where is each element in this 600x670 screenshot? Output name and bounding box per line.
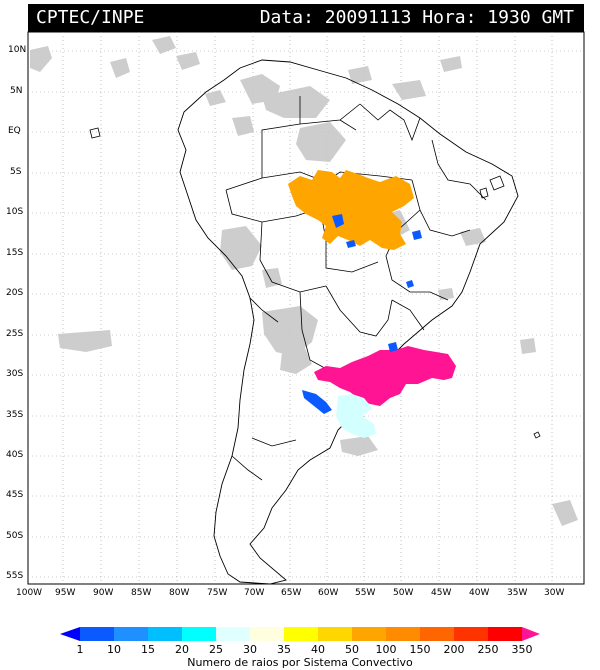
- lon-label: 55W: [355, 588, 376, 598]
- map-header: CPTEC/INPE Data: 20091113 Hora: 1930 GMT: [28, 4, 584, 32]
- map-frame: [27, 31, 585, 585]
- legend-swatch: [454, 627, 488, 641]
- lon-label: 70W: [244, 588, 265, 598]
- date-label: Data: 20091113: [259, 7, 412, 28]
- lat-label: 50S: [6, 531, 24, 541]
- lon-label: 30W: [544, 588, 565, 598]
- legend-tick: 150: [409, 643, 431, 656]
- lat-label: 30S: [6, 369, 24, 379]
- lat-label: 20S: [6, 288, 24, 298]
- blue-convective-systems: [302, 214, 422, 414]
- lat-label: 5S: [10, 167, 22, 177]
- lat-label: 55S: [6, 571, 24, 581]
- legend-swatch: [352, 627, 386, 641]
- legend-swatch: [284, 627, 318, 641]
- legend-tick: 40: [311, 643, 325, 656]
- legend-title: Numero de raios por Sistema Convectivo: [187, 656, 413, 669]
- lat-label: 5N: [10, 86, 23, 96]
- legend-arrow-left: [60, 627, 80, 641]
- lon-label: 45W: [431, 588, 452, 598]
- legend-swatch: [488, 627, 522, 641]
- lon-label: 90W: [93, 588, 114, 598]
- legend-swatch: [80, 627, 114, 641]
- pink-convective-system: [314, 346, 456, 406]
- legend-tick: 250: [477, 643, 499, 656]
- lat-label: 45S: [6, 490, 24, 500]
- south-america-outline: [177, 59, 519, 585]
- lat-label: 10S: [6, 207, 24, 217]
- legend-swatch: [114, 627, 148, 641]
- legend-swatch: [318, 627, 352, 641]
- cyan-convective-system: [336, 394, 376, 438]
- lat-label: 15S: [6, 248, 24, 258]
- lon-label: 65W: [281, 588, 302, 598]
- legend-swatch: [148, 627, 182, 641]
- lat-label: 40S: [6, 450, 24, 460]
- legend-tick: 350: [511, 643, 533, 656]
- datetime-label: Data: 20091113 Hora: 1930 GMT: [260, 4, 574, 32]
- legend-tick: 25: [209, 643, 223, 656]
- legend-tick: 35: [277, 643, 291, 656]
- legend-tick: 20: [175, 643, 189, 656]
- legend-tick: 100: [375, 643, 397, 656]
- lon-label: 35W: [507, 588, 528, 598]
- legend-tick: 30: [243, 643, 257, 656]
- lat-label: 35S: [6, 410, 24, 420]
- legend-swatch: [182, 627, 216, 641]
- time-label: Hora: 1930 GMT: [422, 7, 574, 28]
- lon-label: 60W: [318, 588, 339, 598]
- legend-arrow-right: [522, 627, 540, 641]
- lon-label: 75W: [207, 588, 228, 598]
- orange-convective-system: [288, 170, 414, 250]
- legend-swatch: [420, 627, 454, 641]
- lon-label: 40W: [469, 588, 490, 598]
- lon-label: 85W: [131, 588, 152, 598]
- legend-tick: 15: [141, 643, 155, 656]
- legend-swatch: [250, 627, 284, 641]
- legend-tick: 200: [443, 643, 465, 656]
- legend-tick: 50: [345, 643, 359, 656]
- grid-lines: [28, 32, 584, 584]
- lon-label: 95W: [55, 588, 76, 598]
- lat-label: 25S: [6, 329, 24, 339]
- source-label: CPTEC/INPE: [36, 7, 145, 28]
- cloud-cover: [30, 36, 578, 526]
- legend-swatch: [386, 627, 420, 641]
- legend-swatch: [216, 627, 250, 641]
- lon-label: 80W: [169, 588, 190, 598]
- lat-label: 10N: [8, 45, 27, 55]
- color-legend: [60, 627, 540, 641]
- islands: [89, 127, 541, 439]
- lon-label: 100W: [16, 588, 43, 598]
- lat-label: EQ: [8, 126, 21, 136]
- legend-tick: 10: [107, 643, 121, 656]
- lon-label: 50W: [393, 588, 414, 598]
- legend-tick: 1: [76, 643, 84, 656]
